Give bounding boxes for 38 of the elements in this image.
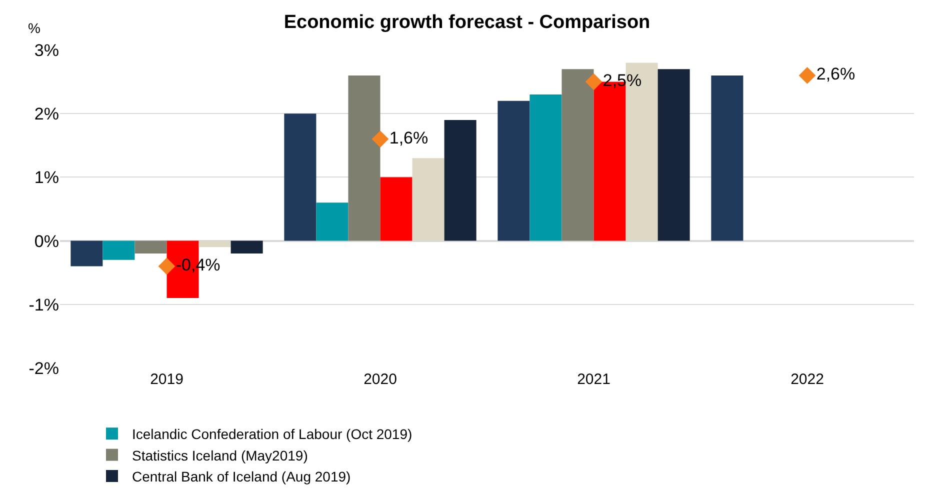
x-tick-label: 2022 [790,371,824,388]
y-tick-label: 2% [34,104,59,124]
bar [348,75,380,241]
bar [412,158,444,241]
bar [316,202,348,241]
bar [70,240,103,266]
data-label: 1,6% [389,128,428,148]
bar [102,240,135,260]
y-tick-label: -1% [28,295,59,314]
bar [711,75,744,241]
bar [380,177,412,241]
point [372,130,389,148]
legend-label: Statistics Iceland (May2019) [132,447,308,464]
bar [562,69,594,241]
bar [134,240,167,254]
x-tick-label: 2019 [150,371,184,388]
point [158,258,176,275]
y-tick-label: -2% [28,358,59,378]
x-tick-label: 2021 [577,371,610,388]
bar [658,69,690,241]
legend-label: Central Bank of Iceland (Aug 2019) [132,468,351,484]
y-tick-label: 0% [34,232,59,251]
chart-title: Economic growth forecast - Comparison [284,12,650,34]
legend-label: Icelandic Confederation of Labour (Oct 2019) [132,426,412,442]
data-label: 2,5% [602,71,642,90]
bar [284,114,316,241]
point [585,73,602,90]
bar [230,240,263,254]
y-tick-label: 3% [34,40,59,60]
bar [444,120,476,241]
bar [530,94,562,241]
x-tick-label: 2020 [364,371,397,388]
data-label: 2,6% [816,64,856,84]
bar [198,240,231,248]
y-axis-title: % [28,20,40,36]
y-tick-label: 1% [34,168,59,188]
bar [498,100,530,241]
point [798,66,816,84]
